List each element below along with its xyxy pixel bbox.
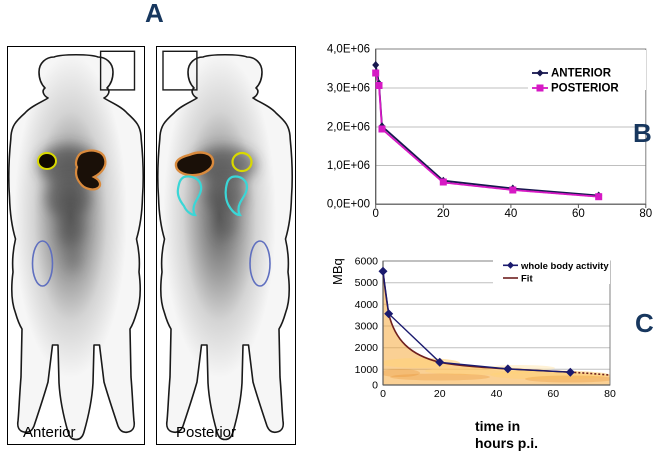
svg-text:40: 40 [505,208,518,220]
svg-text:20: 20 [434,388,446,400]
svg-text:Fit: Fit [521,274,533,285]
svg-text:4,0E+06: 4,0E+06 [327,44,370,56]
svg-text:2000: 2000 [355,342,379,354]
svg-text:6000: 6000 [355,256,379,268]
svg-text:1,0E+06: 1,0E+06 [327,160,370,172]
svg-text:80: 80 [639,208,652,220]
svg-text:5000: 5000 [355,277,379,289]
svg-text:60: 60 [547,388,559,400]
svg-text:4000: 4000 [355,299,379,311]
svg-text:whole body activity: whole body activity [520,261,609,272]
svg-text:2,0E+06: 2,0E+06 [327,122,370,134]
svg-text:60: 60 [572,208,585,220]
svg-text:3,0E+06: 3,0E+06 [327,83,370,95]
svg-text:0: 0 [372,380,378,392]
svg-text:80: 80 [604,388,616,400]
svg-text:POSTERIOR: POSTERIOR [551,83,619,95]
svg-text:0: 0 [372,208,378,220]
svg-text:ANTERIOR: ANTERIOR [551,68,612,80]
svg-text:20: 20 [437,208,450,220]
svg-text:1000: 1000 [355,364,379,376]
svg-text:0,0E+00: 0,0E+00 [327,199,370,211]
svg-text:40: 40 [491,388,503,400]
svg-text:MBq: MBq [330,258,345,285]
svg-text:3000: 3000 [355,321,379,333]
svg-text:0: 0 [380,388,386,400]
